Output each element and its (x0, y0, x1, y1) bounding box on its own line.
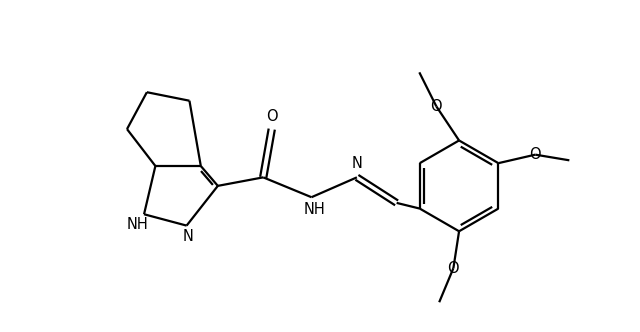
Text: N: N (351, 156, 362, 171)
Text: NH: NH (303, 202, 325, 217)
Text: O: O (447, 261, 460, 276)
Text: O: O (266, 109, 278, 124)
Text: O: O (529, 147, 541, 162)
Text: O: O (431, 99, 442, 114)
Text: NH: NH (126, 217, 148, 232)
Text: N: N (182, 229, 193, 244)
